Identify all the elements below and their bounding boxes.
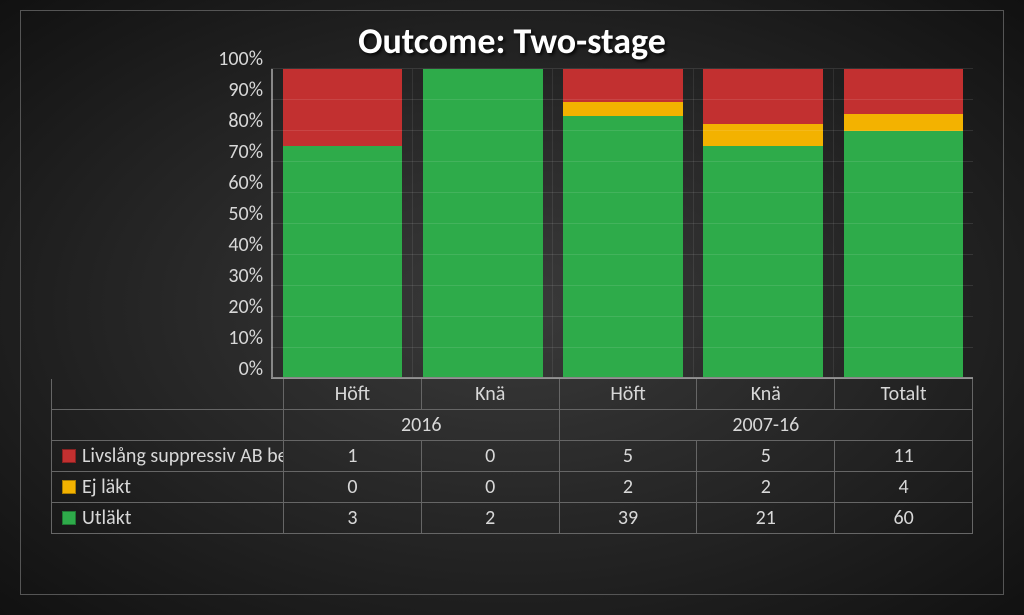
table-category-row: HöftKnäHöftKnäTotalt	[52, 379, 973, 410]
header-blank	[52, 379, 284, 410]
header-blank	[52, 410, 284, 441]
series-label: Livslång suppressiv AB be	[52, 441, 284, 472]
table-body: Livslång suppressiv AB be105511Ej läkt00…	[52, 441, 973, 534]
bar-segment-livslang	[563, 69, 683, 102]
chart-title: Outcome: Two-stage	[51, 19, 973, 63]
bar-segment-ejlakt	[703, 124, 823, 146]
legend-swatch	[62, 511, 76, 525]
bar	[423, 69, 543, 377]
data-cell: 1	[284, 441, 422, 472]
chart-area: 100%90%80%70%60%50%40%30%20%10%0%	[51, 69, 973, 379]
data-cell: 5	[697, 441, 835, 472]
series-label: Ej läkt	[52, 472, 284, 503]
data-cell: 3	[284, 503, 422, 534]
bar	[563, 69, 683, 377]
data-cell: 0	[284, 472, 422, 503]
bar-segment-ejlakt	[844, 114, 964, 130]
bar-slot	[553, 69, 693, 377]
bar-slot	[694, 69, 834, 377]
bar-slot	[413, 69, 553, 377]
y-axis: 100%90%80%70%60%50%40%30%20%10%0%	[51, 69, 271, 379]
bar-slot	[834, 69, 973, 377]
column-header: Knä	[421, 379, 559, 410]
bar-segment-livslang	[703, 69, 823, 124]
data-cell: 2	[697, 472, 835, 503]
bar-segment-utlakt	[703, 146, 823, 377]
legend-swatch	[62, 480, 76, 494]
series-label: Utläkt	[52, 503, 284, 534]
data-cell: 39	[559, 503, 697, 534]
data-cell: 21	[697, 503, 835, 534]
column-header: Totalt	[835, 379, 973, 410]
bar-segment-ejlakt	[563, 102, 683, 115]
data-cell: 2	[559, 472, 697, 503]
group-header: 2016	[284, 410, 560, 441]
group-header: 2007-16	[559, 410, 972, 441]
plot-container	[271, 69, 973, 379]
column-header: Höft	[559, 379, 697, 410]
data-cell: 0	[421, 472, 559, 503]
column-header: Höft	[284, 379, 422, 410]
table-group-row: 20162007-16	[52, 410, 973, 441]
data-cell: 11	[835, 441, 973, 472]
table-row: Ej läkt00224	[52, 472, 973, 503]
bar	[703, 69, 823, 377]
bar-segment-livslang	[283, 69, 403, 146]
bar-segment-utlakt	[423, 69, 543, 377]
data-table: HöftKnäHöftKnäTotalt 20162007-16 Livslån…	[51, 379, 973, 534]
bar	[283, 69, 403, 377]
data-cell: 4	[835, 472, 973, 503]
bar	[844, 69, 964, 377]
table-row: Utläkt32392160	[52, 503, 973, 534]
bar-slot	[273, 69, 413, 377]
data-cell: 5	[559, 441, 697, 472]
bar-segment-utlakt	[844, 131, 964, 377]
bar-segment-livslang	[844, 69, 964, 114]
column-header: Knä	[697, 379, 835, 410]
table-row: Livslång suppressiv AB be105511	[52, 441, 973, 472]
data-cell: 2	[421, 503, 559, 534]
bar-segment-utlakt	[563, 116, 683, 377]
legend-swatch	[62, 449, 76, 463]
bar-segment-utlakt	[283, 146, 403, 377]
data-cell: 60	[835, 503, 973, 534]
data-cell: 0	[421, 441, 559, 472]
plot	[271, 69, 973, 379]
slide-frame: Outcome: Two-stage 100%90%80%70%60%50%40…	[20, 10, 1004, 595]
